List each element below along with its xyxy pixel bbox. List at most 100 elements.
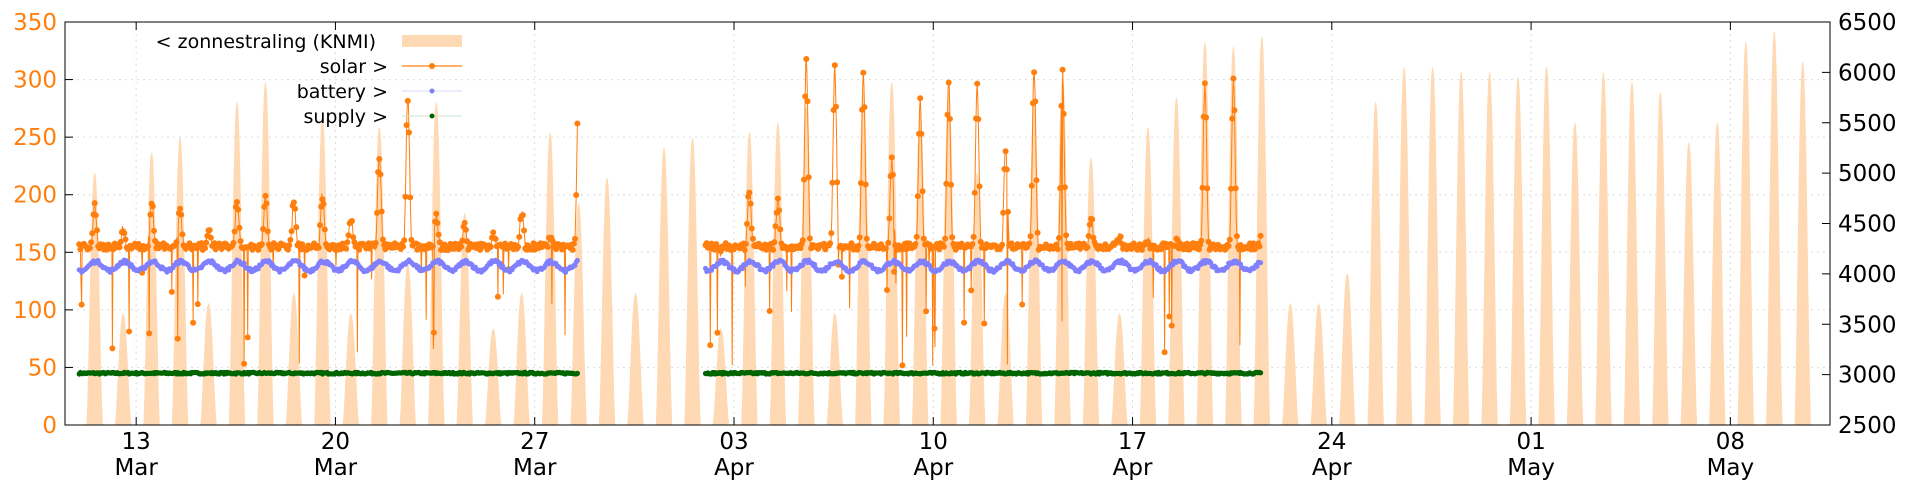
solar-point-1-386	[931, 325, 938, 332]
x-tick-month-label-4: Apr	[913, 455, 953, 480]
solar-point-1-782	[1166, 313, 1173, 320]
zonnestraling-day-55	[1652, 92, 1669, 426]
solar-point-0-840	[574, 120, 581, 127]
solar-point-0-262	[231, 228, 238, 235]
zonnestraling-day-40	[1225, 47, 1242, 426]
series-supply	[76, 369, 1264, 377]
solar-point-0-76	[121, 230, 128, 237]
zonnestraling-day-16	[541, 132, 559, 426]
battery-point-503	[800, 262, 806, 268]
solar-point-1-894	[1232, 185, 1239, 192]
solar-point-1-458	[974, 80, 981, 87]
solar-point-1-372	[923, 308, 930, 315]
solar-point-1-700	[1117, 233, 1124, 240]
solar-point-0-4	[78, 301, 85, 308]
x-tick-day-label-0: 13	[122, 429, 151, 455]
y-left-tick-label-4: 200	[13, 183, 57, 209]
y-left-tick-label-3: 150	[13, 240, 57, 266]
solar-point-1-608	[1063, 232, 1070, 239]
battery-point-889	[1258, 260, 1264, 266]
solar-point-1-314	[888, 154, 895, 161]
solar-point-0-742	[516, 233, 523, 240]
solar-point-1-470	[981, 320, 988, 327]
solar-point-0-462	[350, 234, 357, 241]
solar-point-0-702	[492, 236, 499, 242]
solar-point-0-192	[190, 319, 197, 326]
solar-point-0-308	[258, 241, 265, 248]
solar-point-0-836	[572, 235, 578, 242]
solar-point-0-552	[403, 122, 410, 129]
x-tick-day-label-6: 24	[1317, 429, 1346, 455]
solar-point-1-786	[1168, 322, 1175, 329]
zonnestraling-day-49	[1481, 72, 1498, 426]
solar-point-0-222	[207, 234, 214, 241]
solar-point-1-422	[952, 246, 959, 253]
solar-point-1-176	[806, 235, 813, 242]
solar-point-0-278	[241, 360, 248, 367]
solar-point-0-596	[429, 243, 436, 250]
solar-point-1-554	[1031, 69, 1038, 76]
solar-point-1-556	[1032, 98, 1039, 105]
solar-point-0-272	[237, 238, 244, 245]
battery-point-420	[574, 257, 580, 263]
solar-point-0-220	[206, 227, 213, 234]
solar-point-0-78	[122, 236, 129, 243]
solar-point-1-558	[1033, 177, 1040, 184]
solar-point-1-356	[913, 233, 920, 240]
solar-point-1-546	[1026, 240, 1033, 247]
solar-point-0-268	[235, 206, 242, 213]
solar-point-0-508	[377, 171, 384, 178]
zonnestraling-day-46	[1395, 67, 1413, 426]
series-battery	[76, 257, 1264, 275]
solar-point-1-170	[803, 56, 810, 62]
solar-point-0-310	[260, 226, 267, 232]
solar-point-1-222	[834, 179, 841, 186]
battery-point-886	[1254, 263, 1260, 269]
solar-point-0-546	[400, 243, 407, 250]
solar-point-0-740	[515, 243, 522, 250]
solar-point-1-448	[968, 287, 975, 294]
solar-point-1-406	[943, 180, 950, 187]
y-right-tick-label-0: 2500	[1838, 413, 1897, 439]
solar-point-1-124	[776, 207, 783, 214]
zonnestraling-day-60	[1794, 62, 1811, 426]
solar-point-0-356	[287, 236, 294, 243]
solar-point-1-366	[919, 188, 926, 195]
solar-point-0-366	[293, 224, 300, 231]
zonnestraling-day-35	[1082, 157, 1100, 426]
x-tick-month-label-7: May	[1507, 455, 1555, 480]
solar-point-0-706	[494, 293, 501, 300]
solar-point-0-502	[374, 209, 380, 216]
solar-point-0-606	[435, 231, 442, 238]
solar-point-0-116	[145, 243, 151, 250]
zonnestraling-day-51	[1538, 67, 1555, 426]
zonnestraling-day-47	[1424, 67, 1441, 426]
solar-point-1-516	[1008, 240, 1015, 247]
solar-point-0-750	[521, 227, 527, 234]
zonnestraling-day-14	[484, 327, 502, 426]
solar-point-1-220	[833, 103, 839, 110]
solar-point-1-218	[831, 62, 838, 69]
solar-point-0-694	[487, 243, 494, 250]
y-left-tick-label-2: 100	[13, 298, 57, 324]
zonnestraling-day-20	[655, 147, 673, 426]
solar-point-1-270	[862, 181, 869, 188]
solar-point-1-114	[770, 246, 777, 253]
x-tick-day-label-3: 03	[719, 429, 748, 455]
solar-point-1-116	[771, 239, 778, 246]
y-right-tick-label-3: 4000	[1838, 262, 1897, 288]
solar-point-1-358	[914, 193, 921, 200]
solar-point-0-598	[430, 329, 437, 336]
zonnestraling-day-9	[342, 312, 360, 426]
solar-point-1-76	[747, 200, 754, 207]
solar-point-1-506	[1002, 148, 1009, 155]
zonnestraling-day-56	[1680, 142, 1698, 426]
solar-point-0-414	[321, 226, 328, 233]
zonnestraling-day-43	[1310, 302, 1328, 426]
legend-label-solar: solar >	[320, 56, 388, 78]
solar-point-0-30	[94, 227, 100, 234]
solar-point-1-210	[827, 240, 834, 247]
solar-point-1-68	[742, 240, 749, 247]
solar-point-1-646	[1085, 233, 1092, 239]
battery-point-847	[1208, 260, 1214, 266]
